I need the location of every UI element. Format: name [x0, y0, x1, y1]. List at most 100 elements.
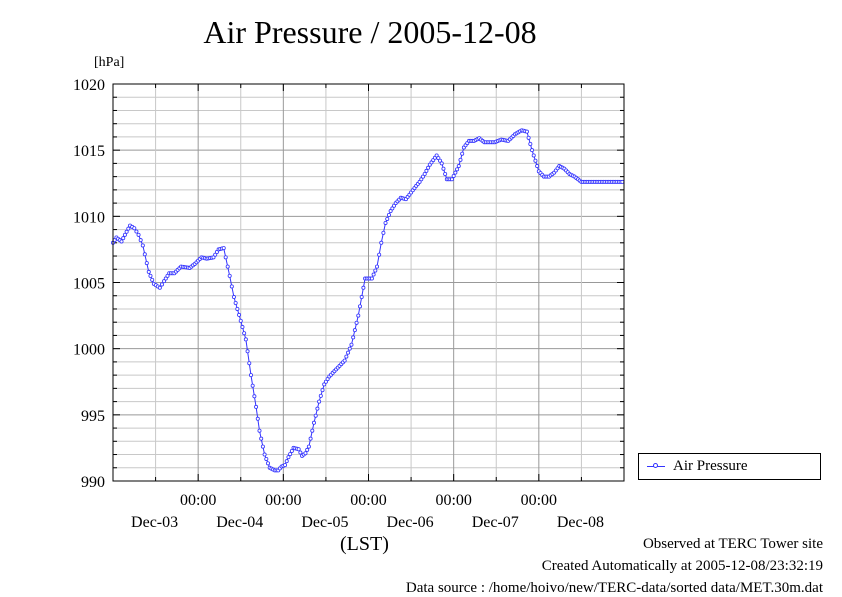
data-point	[132, 226, 137, 231]
x-date-label: Dec-03	[131, 514, 178, 531]
data-point	[351, 335, 356, 340]
data-point	[245, 349, 250, 354]
data-point	[352, 328, 357, 333]
x-date-label: Dec-08	[557, 514, 604, 531]
data-point	[243, 337, 248, 342]
data-point	[455, 167, 460, 172]
data-point	[377, 252, 382, 257]
data-point	[283, 463, 288, 468]
data-point	[142, 252, 147, 257]
data-point	[284, 459, 289, 464]
data-point	[262, 452, 267, 457]
data-point	[371, 272, 376, 277]
data-point	[383, 220, 388, 225]
data-point	[322, 382, 327, 387]
data-point	[317, 399, 322, 404]
data-point	[264, 456, 269, 461]
y-tick-label: 990	[81, 474, 105, 491]
data-point	[259, 436, 264, 441]
data-point	[458, 157, 463, 162]
chart-tick-labels: 990 995 1000 1005 1010 1015 1020 00:00 00:00 00:0…	[73, 77, 604, 531]
data-point	[163, 276, 168, 281]
data-point	[535, 164, 540, 169]
data-point	[347, 346, 352, 351]
data-point	[356, 313, 361, 318]
footer-data-source: Data source : /home/hoivo/new/TERC-data/…	[405, 580, 823, 596]
data-point	[381, 230, 386, 235]
data-point	[460, 151, 465, 156]
footer-created: Created Automatically at 2005-12-08/23:3…	[541, 558, 823, 574]
data-point	[255, 416, 260, 421]
data-point	[310, 428, 315, 433]
footer-observed: Observed at TERC Tower site	[642, 536, 823, 552]
x-time-label: 00:00	[180, 492, 216, 509]
data-point	[303, 451, 308, 456]
data-point	[214, 250, 219, 255]
data-point	[386, 213, 391, 218]
y-tick-label: 1010	[73, 209, 105, 226]
y-tick-label: 1000	[73, 342, 105, 359]
plot-frame	[112, 83, 625, 482]
data-point	[157, 285, 162, 290]
data-point	[306, 444, 311, 449]
data-point	[620, 179, 625, 184]
data-point	[361, 285, 366, 290]
data-point	[248, 373, 253, 378]
data-point	[225, 264, 230, 269]
chart-grid	[113, 83, 624, 482]
data-point	[288, 452, 293, 457]
data-point	[373, 268, 378, 273]
data-point	[138, 238, 143, 243]
data-point	[252, 394, 257, 399]
data-point	[159, 282, 164, 287]
data-point	[456, 164, 461, 169]
y-axis-unit-label: [hPa]	[94, 55, 125, 70]
y-tick-label: 1015	[73, 143, 105, 160]
data-point	[369, 276, 374, 281]
data-point	[238, 318, 243, 323]
data-point	[388, 209, 393, 214]
data-point	[235, 306, 240, 311]
data-point	[419, 177, 424, 182]
data-point	[375, 264, 380, 269]
data-point	[305, 447, 310, 452]
chart-series	[111, 128, 625, 473]
legend-label: Air Pressure	[673, 458, 748, 474]
x-time-label: 00:00	[350, 492, 386, 509]
data-point	[451, 173, 456, 178]
data-point	[231, 295, 236, 300]
data-point	[150, 277, 155, 282]
data-point	[526, 135, 531, 140]
data-point	[298, 450, 303, 455]
x-date-label: Dec-05	[301, 514, 348, 531]
data-point	[385, 216, 390, 221]
data-point	[424, 168, 429, 173]
data-point	[233, 301, 238, 306]
y-tick-label: 1005	[73, 276, 105, 293]
data-point	[221, 246, 226, 251]
data-point	[449, 177, 454, 182]
data-point	[119, 239, 124, 244]
data-point	[359, 295, 364, 300]
data-point	[122, 232, 127, 237]
data-point	[531, 153, 536, 158]
data-point	[136, 232, 141, 237]
y-tick-label: 995	[81, 408, 105, 425]
data-point	[148, 273, 153, 278]
data-point	[530, 148, 535, 153]
x-date-label: Dec-07	[472, 514, 519, 531]
data-point	[357, 304, 362, 309]
x-time-label: 00:00	[435, 492, 471, 509]
data-point	[237, 312, 242, 317]
x-time-label: 00:00	[265, 492, 301, 509]
data-point	[289, 448, 294, 453]
data-point	[443, 171, 448, 176]
data-point	[247, 361, 252, 366]
data-point	[439, 161, 444, 166]
data-point	[260, 444, 265, 449]
data-point	[229, 284, 234, 289]
data-point	[434, 153, 439, 158]
data-point	[453, 170, 458, 175]
data-point	[354, 320, 359, 325]
